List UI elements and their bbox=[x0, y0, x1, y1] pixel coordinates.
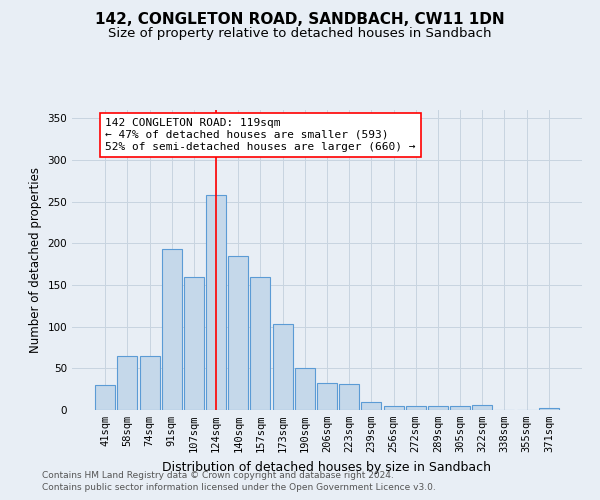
Bar bbox=[383, 406, 404, 410]
Bar bbox=[317, 382, 337, 410]
Bar bbox=[206, 195, 226, 410]
Bar bbox=[272, 324, 293, 410]
Text: Contains HM Land Registry data © Crown copyright and database right 2024.: Contains HM Land Registry data © Crown c… bbox=[42, 471, 394, 480]
Bar bbox=[162, 249, 182, 410]
Bar bbox=[184, 276, 204, 410]
Bar bbox=[118, 356, 137, 410]
Text: 142, CONGLETON ROAD, SANDBACH, CW11 1DN: 142, CONGLETON ROAD, SANDBACH, CW11 1DN bbox=[95, 12, 505, 28]
Text: Size of property relative to detached houses in Sandbach: Size of property relative to detached ho… bbox=[108, 28, 492, 40]
X-axis label: Distribution of detached houses by size in Sandbach: Distribution of detached houses by size … bbox=[163, 460, 491, 473]
Bar bbox=[406, 406, 426, 410]
Bar bbox=[295, 368, 315, 410]
Bar bbox=[450, 406, 470, 410]
Bar bbox=[228, 256, 248, 410]
Bar bbox=[472, 405, 492, 410]
Bar bbox=[361, 402, 382, 410]
Bar bbox=[539, 408, 559, 410]
Bar bbox=[428, 406, 448, 410]
Text: Contains public sector information licensed under the Open Government Licence v3: Contains public sector information licen… bbox=[42, 484, 436, 492]
Bar bbox=[95, 385, 115, 410]
Y-axis label: Number of detached properties: Number of detached properties bbox=[29, 167, 42, 353]
Bar bbox=[250, 276, 271, 410]
Text: 142 CONGLETON ROAD: 119sqm
← 47% of detached houses are smaller (593)
52% of sem: 142 CONGLETON ROAD: 119sqm ← 47% of deta… bbox=[106, 118, 416, 152]
Bar bbox=[339, 384, 359, 410]
Bar bbox=[140, 356, 160, 410]
